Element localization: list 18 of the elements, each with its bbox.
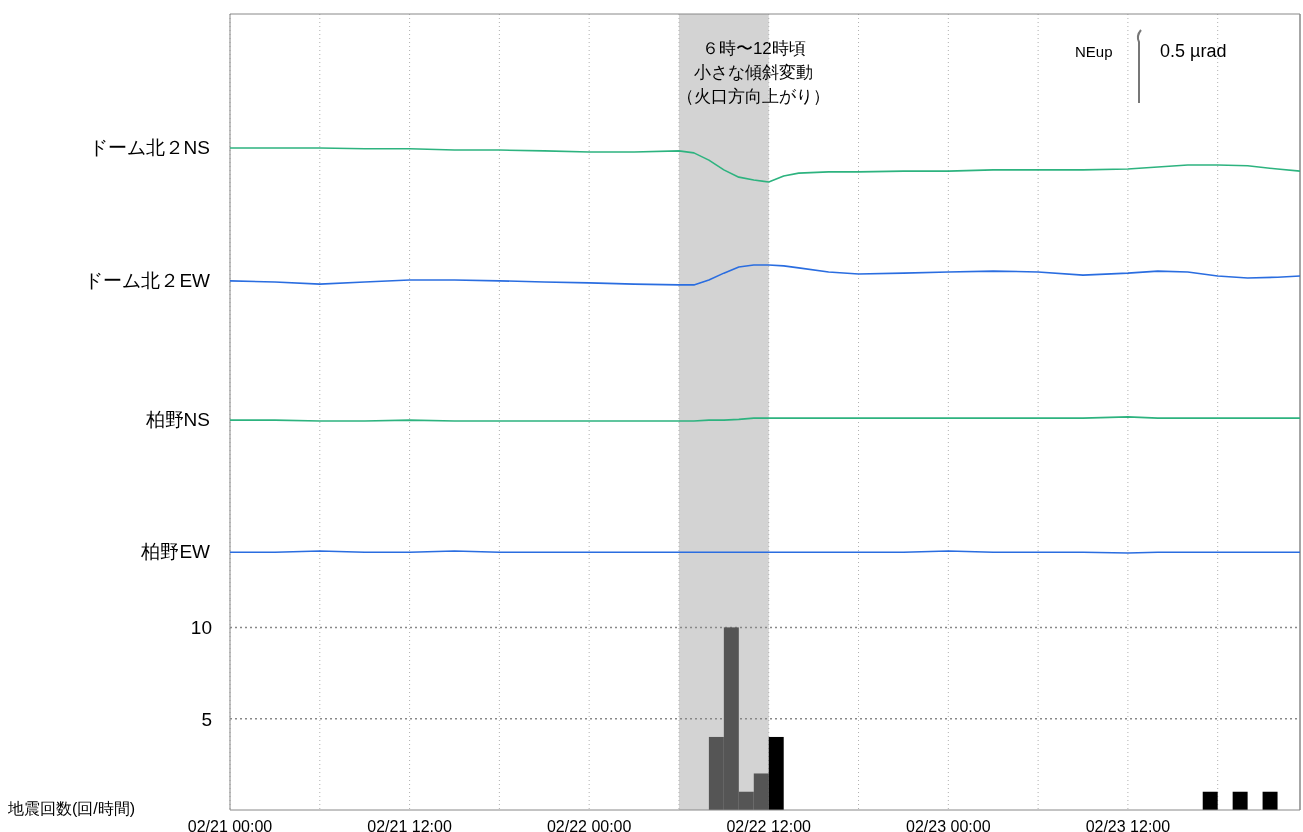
text: 小さな傾斜変動 [694, 63, 814, 82]
x-tick-label: 02/22 12:00 [726, 818, 812, 832]
text: （火口方向上がり） [677, 87, 831, 106]
x-tick-label: 02/21 00:00 [187, 818, 273, 832]
y-axis-title: 地震回数(回/時間) [7, 800, 136, 817]
text: 0.5 µrad [1160, 41, 1227, 61]
series-label: 柏野EW [140, 541, 211, 563]
x-tick-label: 02/21 12:00 [367, 818, 452, 832]
band-label: ６時〜12時頃 [701, 39, 806, 58]
y-tick-label: 10 [190, 617, 212, 639]
series-label: ドーム北２EW [84, 269, 211, 291]
x-tick-label: 02/23 00:00 [906, 818, 991, 832]
x-tick-label: 02/22 00:00 [546, 818, 632, 832]
series-label: 柏野NS [144, 409, 210, 431]
x-tick-label: 02/23 12:00 [1085, 818, 1171, 832]
y-tick-label: 5 [201, 708, 212, 730]
text: NEup [1075, 43, 1113, 60]
series-label: ドーム北２NS [88, 137, 210, 158]
